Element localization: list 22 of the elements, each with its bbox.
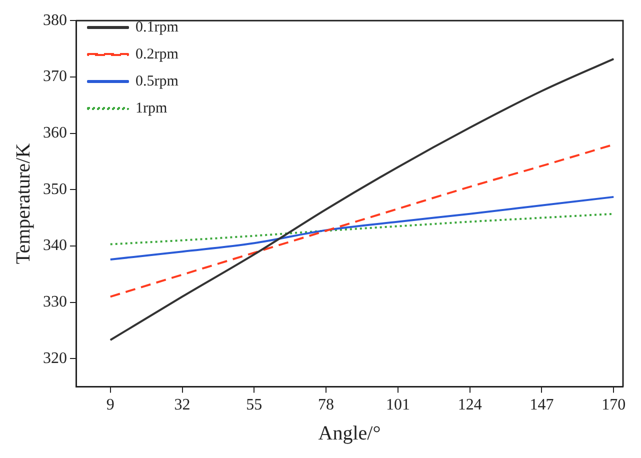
x-tick-label: 170 [602, 396, 626, 414]
x-tick-label: 101 [386, 396, 410, 414]
y-tick-label: 370 [43, 68, 67, 86]
x-tick-label: 55 [246, 396, 262, 414]
x-tick-label: 9 [106, 396, 114, 414]
y-tick-label: 350 [43, 180, 67, 198]
legend-label: 0.2rpm [136, 46, 179, 62]
x-tick-label: 78 [318, 396, 334, 414]
x-tick-label: 124 [458, 396, 482, 414]
y-tick-label: 360 [43, 124, 67, 142]
y-tick-label: 330 [43, 293, 67, 310]
legend-label: 1rpm [136, 100, 168, 116]
x-tick-label: 32 [174, 396, 190, 414]
y-tick-label: 380 [43, 12, 67, 29]
y-tick-label: 340 [43, 237, 67, 254]
legend-label: 0.5rpm [136, 73, 179, 90]
legend-label: 0.1rpm [136, 19, 179, 36]
x-axis-title: Angle/° [318, 422, 381, 444]
y-tick-label: 320 [43, 350, 67, 367]
y-axis-title: Temperature/K [12, 142, 34, 264]
x-tick-label: 147 [530, 396, 554, 414]
line-series [109, 196, 615, 260]
